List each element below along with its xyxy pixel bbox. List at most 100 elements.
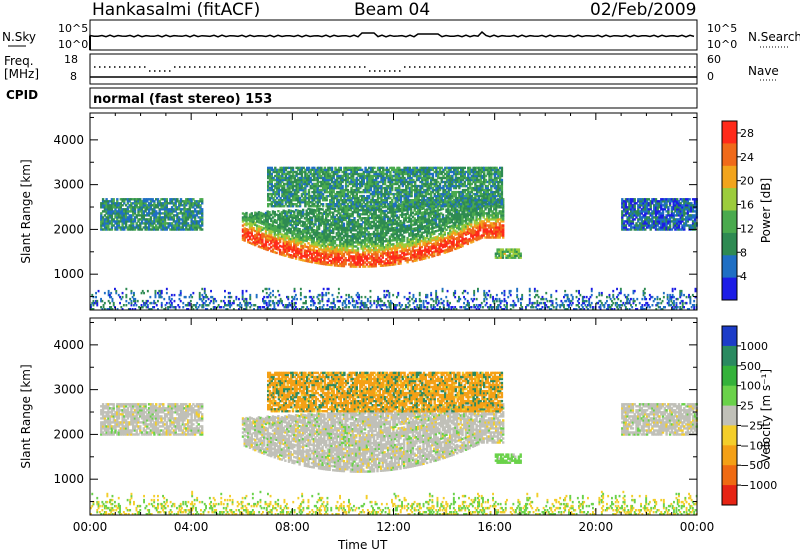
data-cell <box>323 170 327 174</box>
data-cell <box>381 220 384 223</box>
data-cell <box>440 238 443 241</box>
data-cell <box>409 240 413 243</box>
data-cell <box>325 168 328 172</box>
data-cell <box>357 186 360 190</box>
data-cell <box>300 220 303 223</box>
data-cell <box>346 208 349 212</box>
data-cell <box>304 186 307 190</box>
data-cell <box>293 222 296 226</box>
data-cell <box>373 172 376 176</box>
data-cell <box>353 180 357 184</box>
data-cell <box>348 166 351 170</box>
data-cell <box>359 194 362 198</box>
data-cell <box>372 263 376 266</box>
data-cell <box>369 176 373 180</box>
data-cell <box>284 246 287 249</box>
data-cell <box>199 206 202 209</box>
data-cell <box>305 217 308 220</box>
data-cell <box>468 223 471 227</box>
data-cell <box>133 198 137 201</box>
data-cell <box>368 170 371 174</box>
data-cell <box>323 238 326 242</box>
data-cell <box>162 202 165 205</box>
data-cell <box>314 251 317 254</box>
data-cell <box>379 242 383 245</box>
data-cell <box>403 203 406 206</box>
data-cell <box>302 196 305 200</box>
data-cell <box>323 184 327 188</box>
data-cell <box>185 204 188 207</box>
data-cell <box>186 214 190 217</box>
data-cell <box>391 168 394 172</box>
data-cell <box>298 230 301 233</box>
data-cell <box>353 241 356 244</box>
data-cell <box>491 232 494 235</box>
data-cell <box>124 216 128 219</box>
data-cell <box>241 218 245 221</box>
data-cell <box>380 176 383 180</box>
data-cell <box>112 224 115 227</box>
data-cell <box>302 170 305 174</box>
data-cell <box>422 227 425 230</box>
data-cell <box>298 238 301 241</box>
data-cell <box>466 228 469 231</box>
data-cell <box>305 209 308 212</box>
data-cell <box>243 237 246 240</box>
data-cell <box>487 234 491 237</box>
data-cell <box>422 219 425 222</box>
data-cell <box>328 219 331 222</box>
data-cell <box>321 232 324 235</box>
data-cell <box>427 256 430 259</box>
data-cell <box>325 184 328 188</box>
data-cell <box>306 196 309 200</box>
data-cell <box>313 186 316 190</box>
data-cell <box>479 217 482 220</box>
data-cell <box>296 219 299 222</box>
data-cell <box>133 228 137 231</box>
data-cell <box>427 219 430 223</box>
data-cell <box>284 242 287 245</box>
data-cell <box>357 205 360 208</box>
data-cell <box>380 205 383 208</box>
data-cell <box>121 210 124 213</box>
data-cell <box>363 255 367 258</box>
data-cell <box>353 211 356 214</box>
data-cell <box>107 214 110 217</box>
data-cell <box>325 212 328 216</box>
data-cell <box>149 222 153 225</box>
data-cell <box>493 226 496 229</box>
data-cell <box>405 186 408 190</box>
data-cell <box>352 192 355 196</box>
data-cell <box>425 232 429 235</box>
data-cell <box>130 226 133 229</box>
data-cell <box>360 259 363 262</box>
data-cell <box>293 192 296 196</box>
data-cell <box>273 251 276 254</box>
data-cell <box>160 208 163 211</box>
data-cell <box>371 214 374 218</box>
data-cell <box>117 220 121 223</box>
data-cell <box>386 259 390 263</box>
data-cell <box>371 263 374 266</box>
data-cell <box>343 166 346 170</box>
data-cell <box>155 224 158 227</box>
data-cell <box>188 200 191 203</box>
data-cell <box>340 226 344 229</box>
data-cell <box>271 226 275 229</box>
data-cell <box>270 203 273 206</box>
data-cell <box>167 226 170 229</box>
data-cell <box>466 240 469 244</box>
data-cell <box>346 194 350 198</box>
data-cell <box>114 214 117 217</box>
data-cell <box>327 172 330 176</box>
data-cell <box>286 172 289 176</box>
data-cell <box>363 235 367 238</box>
data-cell <box>348 249 351 252</box>
data-cell <box>373 190 376 194</box>
data-cell <box>392 170 396 174</box>
data-cell <box>255 234 259 237</box>
data-cell <box>243 227 246 230</box>
data-cell <box>369 235 372 238</box>
data-cell <box>374 228 377 232</box>
data-cell <box>371 265 374 268</box>
